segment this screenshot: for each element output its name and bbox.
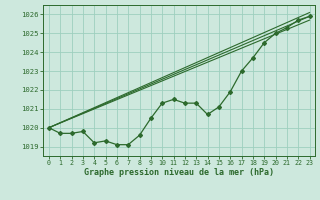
X-axis label: Graphe pression niveau de la mer (hPa): Graphe pression niveau de la mer (hPa): [84, 168, 274, 177]
